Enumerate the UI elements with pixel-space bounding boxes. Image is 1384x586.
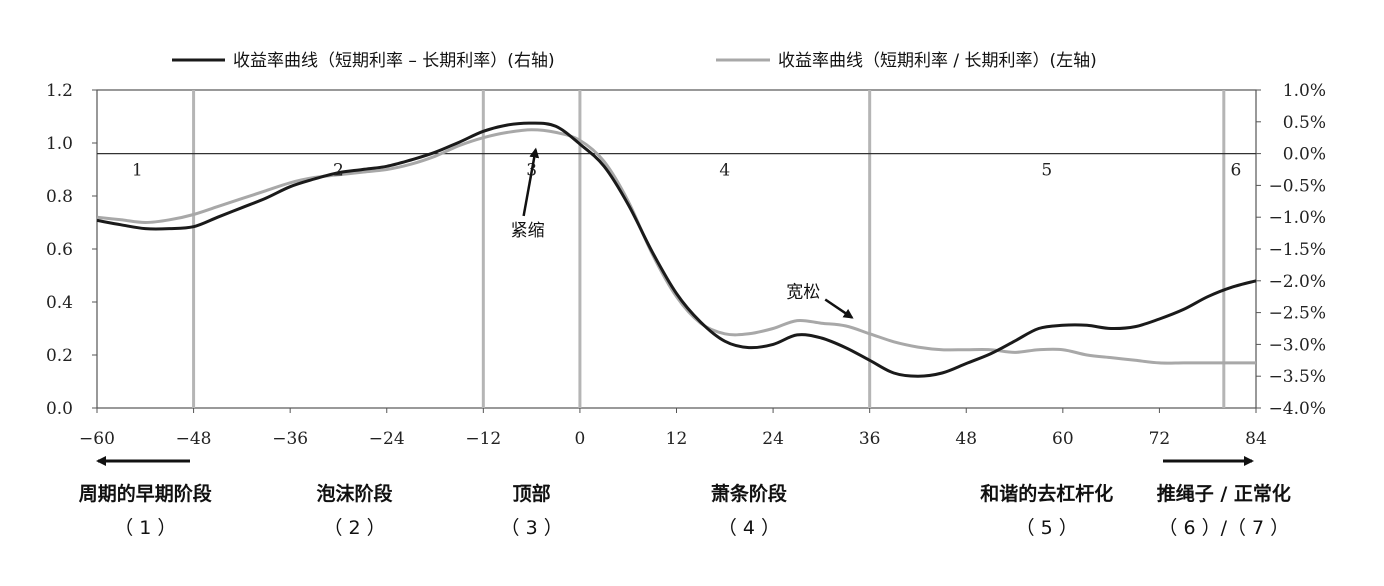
plot-border: [96, 89, 1257, 409]
y-right-tick-label: −3.0%: [1269, 335, 1326, 355]
y-right-tick-label: 1.0%: [1283, 81, 1326, 101]
axes: −60 −48 −36 −24 −12 0 12 24 36 48 60 72 840.00.20.40…: [46, 81, 1326, 449]
x-tick-label: −12: [465, 429, 501, 449]
phase-name-label: 萧条阶段: [711, 482, 788, 505]
plot-frame: [96, 89, 1257, 409]
annotation-tightening: 紧缩: [511, 221, 545, 241]
y-right-tick-label: −0.5%: [1269, 176, 1326, 196]
phase-number-label: 4: [719, 161, 730, 181]
phase-name-label: 泡沫阶段: [317, 482, 394, 505]
x-tick-label: −24: [369, 429, 405, 449]
phase-number-label: 6: [1230, 161, 1241, 181]
x-tick-label: 12: [666, 429, 688, 449]
y-right-tick-label: −2.5%: [1269, 304, 1326, 324]
x-tick-label: 84: [1245, 429, 1267, 449]
y-left-tick-label: 0.4: [46, 293, 73, 313]
y-right-tick-label: −1.5%: [1269, 240, 1326, 260]
legend-label-spread: 收益率曲线（短期利率 – 长期利率）(右轴): [233, 51, 555, 71]
x-tick-label: −48: [176, 429, 212, 449]
phase-id-label: （ 1 ）: [114, 517, 176, 539]
x-tick-label: −36: [272, 429, 308, 449]
y-right-tick-label: −3.5%: [1269, 367, 1326, 387]
phase-id-label: （ 5 ）: [1016, 517, 1078, 539]
series-group: [96, 121, 1257, 378]
annotation-arrow-tightening: [522, 147, 540, 217]
phase-legend-row: 周期的早期阶段 （ 1 ） 泡沫阶段 （ 2 ） 顶部 （ 3 ） 萧条阶段 （ 4 ） 和谐的…: [79, 456, 1291, 539]
series-line-ratio: [96, 128, 1256, 365]
phase-number-label: 1: [132, 161, 143, 181]
y-left-tick-label: 0.2: [46, 346, 73, 366]
y-left-tick-label: 0.6: [46, 240, 73, 260]
y-right-tick-label: −2.0%: [1269, 272, 1326, 292]
y-right-tick-label: 0.0%: [1283, 145, 1326, 165]
phase-name-label: 周期的早期阶段: [79, 482, 213, 505]
legend: 收益率曲线（短期利率 – 长期利率）(右轴) 收益率曲线（短期利率 / 长期利率…: [172, 51, 1097, 71]
x-tick-label: 60: [1052, 429, 1074, 449]
x-tick-label: 36: [859, 429, 881, 449]
y-left-tick-label: 1.2: [46, 81, 73, 101]
phase-id-label: （ 3 ）: [501, 517, 563, 539]
y-right-tick-label: −4.0%: [1269, 399, 1326, 419]
annotation-easing: 宽松: [786, 283, 820, 303]
x-tick-label: 24: [762, 429, 784, 449]
phase-number-label: 5: [1041, 161, 1052, 181]
x-tick-label: 0: [575, 429, 586, 449]
y-left-tick-label: 1.0: [46, 134, 73, 154]
phase-dividers: [192, 90, 1226, 408]
legend-label-ratio: 收益率曲线（短期利率 / 长期利率）(左轴): [778, 51, 1097, 71]
phase-id-label: （ 4 ）: [718, 517, 780, 539]
x-tick-label: 72: [1149, 429, 1171, 449]
y-left-tick-label: 0.0: [46, 399, 73, 419]
x-tick-label: 48: [955, 429, 977, 449]
y-right-tick-label: −1.0%: [1269, 208, 1326, 228]
annotation-arrow-easing: [824, 298, 854, 319]
x-tick-label: −60: [79, 429, 115, 449]
phase-name-label: 和谐的去杠杆化: [980, 482, 1113, 505]
phase-id-label: （ 2 ）: [323, 517, 385, 539]
phase-id-label: （ 6 ）/（ 7 ）: [1158, 517, 1289, 539]
phase-number-label: 2: [333, 161, 344, 181]
y-right-tick-label: 0.5%: [1283, 113, 1326, 133]
y-left-tick-label: 0.8: [46, 187, 73, 207]
phase-name-label: 顶部: [513, 482, 551, 505]
phase-number-labels: 123456: [132, 161, 1241, 181]
series-line-spread: [96, 121, 1257, 378]
phase-name-label: 推绳子 / 正常化: [1157, 482, 1291, 505]
